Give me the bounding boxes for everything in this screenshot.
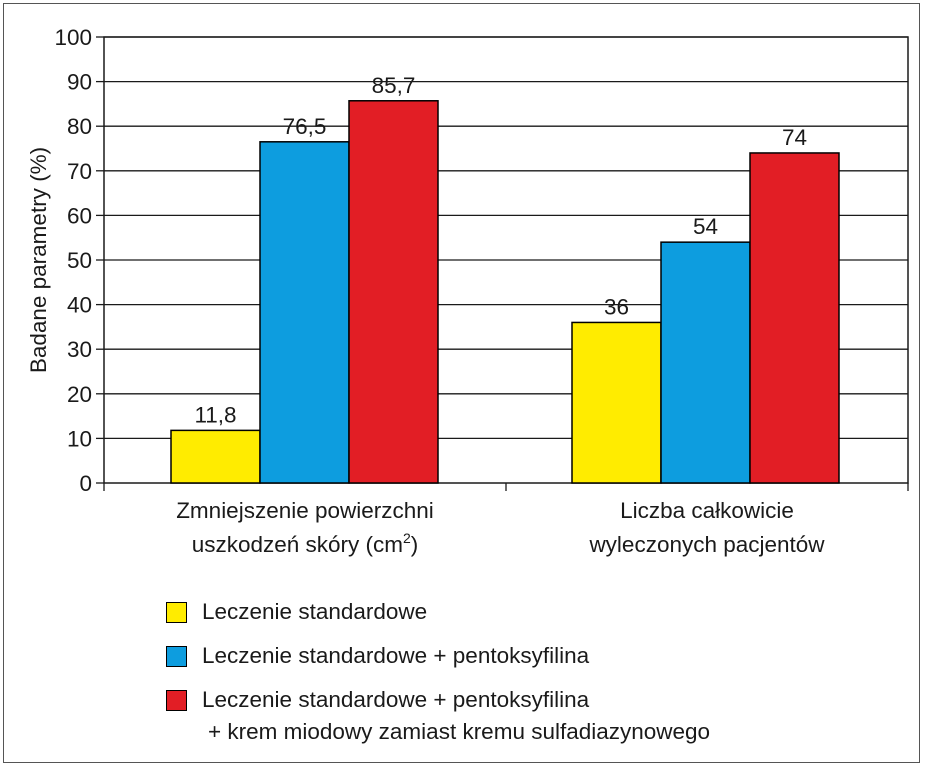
y-tick-label: 60 xyxy=(67,203,92,228)
data-label: 74 xyxy=(782,125,807,150)
bar xyxy=(571,321,662,484)
data-label: 54 xyxy=(693,214,718,239)
legend-label-line1: Leczenie standardowe + pentoksyfilina xyxy=(202,687,590,712)
bar xyxy=(348,100,439,484)
data-label: 11,8 xyxy=(194,402,236,427)
y-tick-label: 90 xyxy=(67,70,92,95)
legend-label-line2: + krem miodowy zamiast kremu sulfadiazyn… xyxy=(208,719,711,744)
y-tick-label: 0 xyxy=(79,471,92,496)
y-tick-label: 10 xyxy=(67,426,92,451)
bar xyxy=(259,141,350,484)
bar xyxy=(749,152,840,484)
y-tick-label: 80 xyxy=(67,114,92,139)
x-category-label-line1: Zmniejszenie powierzchni xyxy=(176,498,434,523)
bar-chart: 0 10 20 30 40 50 60 70 80 90 100 11,8 36 76,5 54 85,7 74… xyxy=(26,25,909,557)
legend-label-multiline: Leczenie standardowe + pentoksyfilina + … xyxy=(202,684,710,748)
y-axis-title: Badane parametry (%) xyxy=(26,147,51,373)
legend-swatch-blue xyxy=(166,646,187,667)
figure-frame xyxy=(3,3,920,763)
x-category-label-line1: Liczba całkowicie xyxy=(620,498,794,523)
data-label: 76,5 xyxy=(283,114,327,139)
bar xyxy=(170,429,261,484)
legend-label: Leczenie standardowe + pentoksyfilina xyxy=(202,643,590,668)
legend-swatch-yellow xyxy=(166,602,187,623)
x-category-label-line2: wyleczonych pacjentów xyxy=(588,532,825,557)
data-label: 85,7 xyxy=(372,73,416,98)
bar xyxy=(660,241,751,484)
legend-label: Leczenie standardowe xyxy=(202,599,428,624)
legend-swatch-red xyxy=(166,690,187,711)
data-label: 36 xyxy=(604,294,629,319)
y-tick-label: 70 xyxy=(67,159,92,184)
x-category-label-line2: uszkodzeń skóry (cm2) xyxy=(192,530,419,557)
y-tick-label: 40 xyxy=(67,293,92,318)
y-tick-label: 100 xyxy=(54,25,92,50)
y-tick-label: 20 xyxy=(67,382,92,407)
y-tick-label: 30 xyxy=(67,337,92,362)
y-tick-label: 50 xyxy=(67,248,92,273)
